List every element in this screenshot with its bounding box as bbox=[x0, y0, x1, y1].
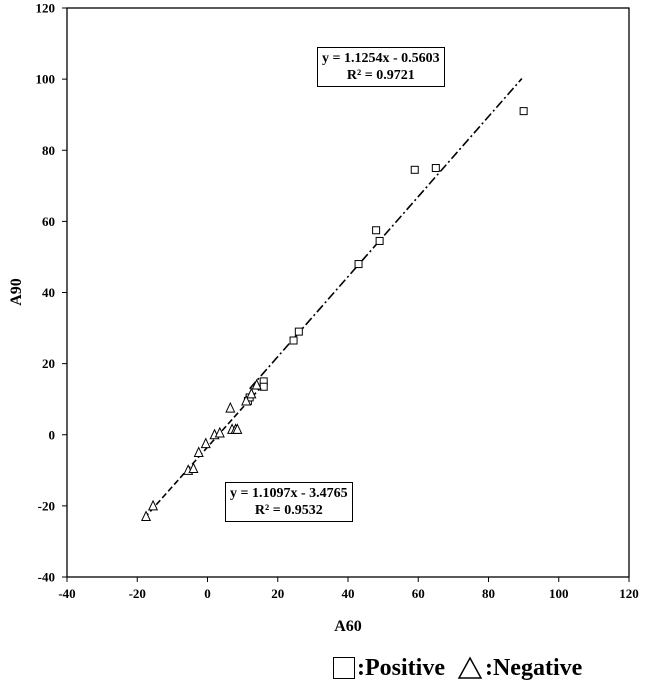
positive-point bbox=[431, 164, 440, 173]
positive-point bbox=[289, 336, 298, 345]
x-axis-ticks: -40 -20 0 20 40 60 80 100 120 bbox=[58, 577, 639, 601]
x-tick-label: -40 bbox=[58, 586, 75, 601]
negative-point bbox=[193, 446, 204, 458]
negative-point bbox=[148, 499, 159, 511]
x-tick-label: 0 bbox=[204, 586, 211, 601]
negative-r-squared: R² = 0.9532 bbox=[254, 503, 323, 518]
positive-point bbox=[294, 327, 303, 336]
negative-trendline bbox=[143, 387, 261, 519]
negative-point bbox=[251, 378, 262, 390]
y-tick-label: 0 bbox=[49, 427, 56, 442]
y-tick-label: -40 bbox=[38, 570, 55, 585]
negative-trendline-equation-box: y = 1.1097x - 3.4765 R² = 0.9532 bbox=[225, 482, 353, 522]
y-tick-label: -20 bbox=[38, 498, 55, 513]
negative-equation: y = 1.1097x - 3.4765 bbox=[230, 486, 348, 501]
y-tick-label: 40 bbox=[42, 285, 55, 300]
x-tick-label: 100 bbox=[549, 586, 569, 601]
positive-trendline-equation-box: y = 1.1254x - 0.5603 R² = 0.9721 bbox=[317, 47, 445, 87]
negative-point bbox=[241, 394, 252, 406]
positive-point bbox=[372, 226, 381, 235]
positive-point bbox=[519, 107, 528, 116]
negative-point bbox=[188, 462, 199, 474]
x-axis-title: A60 bbox=[334, 618, 362, 635]
legend-negative-label: :Negative bbox=[484, 654, 583, 681]
triangle-marker-icon bbox=[457, 656, 483, 679]
y-axis-ticks: -40 -20 0 20 40 60 80 100 120 bbox=[36, 1, 67, 585]
legend-positive-label: :Positive bbox=[357, 654, 445, 681]
x-tick-label: 80 bbox=[482, 586, 495, 601]
negative-point bbox=[232, 423, 243, 434]
scatter-chart: -40 -20 0 20 40 60 80 100 120 -40 -20 0 20 40 60 80 100… bbox=[8, 1, 639, 636]
y-axis-title: A90 bbox=[8, 278, 25, 306]
legend: :Positive :Negative bbox=[333, 650, 582, 686]
positive-r-squared: R² = 0.9721 bbox=[346, 68, 415, 83]
square-marker-icon bbox=[333, 657, 355, 679]
y-tick-label: 100 bbox=[36, 72, 56, 87]
positive-point bbox=[410, 165, 419, 174]
y-tick-label: 60 bbox=[42, 214, 55, 229]
negative-point bbox=[214, 426, 225, 438]
x-tick-label: -20 bbox=[129, 586, 146, 601]
x-tick-label: 40 bbox=[342, 586, 355, 601]
x-tick-label: 120 bbox=[619, 586, 639, 601]
negative-point bbox=[140, 510, 152, 522]
x-tick-label: 20 bbox=[271, 586, 284, 601]
positive-equation: y = 1.1254x - 0.5603 bbox=[322, 51, 440, 66]
y-tick-label: 120 bbox=[36, 1, 56, 16]
data-points bbox=[140, 107, 528, 522]
y-tick-label: 80 bbox=[42, 143, 55, 158]
x-tick-label: 60 bbox=[412, 586, 425, 601]
negative-point bbox=[200, 437, 211, 449]
positive-point bbox=[354, 260, 363, 269]
positive-point bbox=[375, 236, 384, 245]
negative-point bbox=[246, 387, 257, 399]
y-tick-label: 20 bbox=[42, 356, 55, 371]
negative-point bbox=[225, 401, 236, 413]
